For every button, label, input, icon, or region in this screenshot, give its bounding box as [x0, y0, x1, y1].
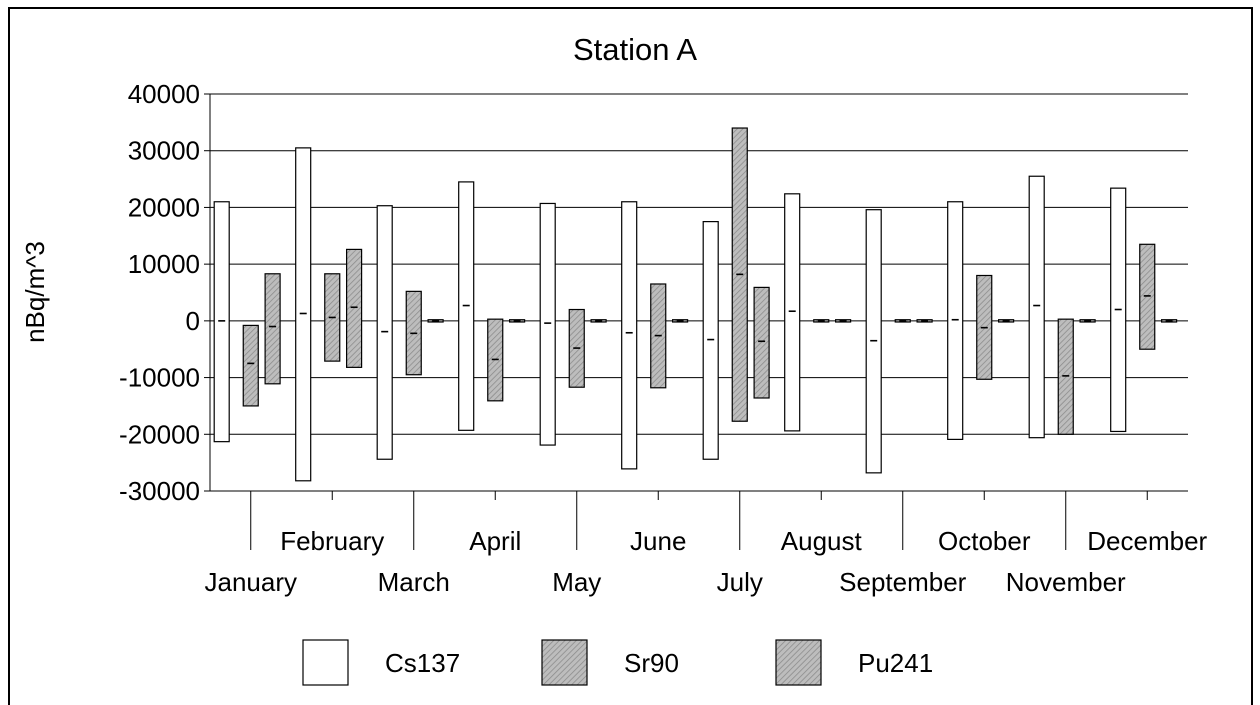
x-tick-label: September: [839, 567, 967, 597]
range-bar-cs137: [295, 147, 312, 482]
x-axis: January February March April May June July Augu…: [205, 491, 1208, 597]
x-tick-label: February: [280, 526, 384, 556]
y-tick-label: 0: [186, 306, 200, 336]
x-tick-label: April: [469, 526, 521, 556]
x-tick-label: January: [205, 567, 298, 597]
range-bar-sr90: [242, 324, 259, 407]
chart-title: Station A: [573, 32, 697, 67]
legend-label: Pu241: [858, 648, 933, 678]
x-tick-label: May: [552, 567, 601, 597]
legend-label: Cs137: [385, 648, 460, 678]
range-bar-pu241: [753, 286, 770, 399]
range-bar-cs137: [621, 201, 638, 470]
chart-frame: [8, 7, 1253, 705]
legend-label: Sr90: [624, 648, 679, 678]
range-bar-cs137: [1028, 175, 1045, 439]
legend-swatch-cs137: [302, 639, 349, 686]
x-tick-label: August: [781, 526, 863, 556]
range-bar-sr90: [1139, 243, 1156, 350]
range-bar-pu241: [346, 248, 363, 368]
y-axis-ticks: 40000 30000 20000 10000 0 -10000 -20000 -30000: [119, 79, 210, 506]
y-tick-label: -30000: [119, 476, 200, 506]
range-bar-cs137: [947, 201, 964, 440]
bars: [213, 127, 1178, 482]
legend-swatch-pu241: [775, 639, 822, 686]
range-bar-pu241: [264, 273, 281, 385]
x-tick-label: October: [938, 526, 1031, 556]
y-tick-label: -10000: [119, 363, 200, 393]
range-bar-cs137: [376, 205, 393, 460]
x-tick-label: June: [630, 526, 686, 556]
legend: Cs137 Sr90 Pu241: [302, 639, 933, 686]
legend-swatch-sr90: [541, 639, 588, 686]
x-tick-label: July: [717, 567, 763, 597]
y-tick-label: 30000: [128, 136, 200, 166]
x-tick-label: December: [1087, 526, 1207, 556]
range-bar-cs137: [702, 221, 719, 460]
x-tick-label: March: [378, 567, 450, 597]
range-bar-sr90: [1057, 318, 1074, 435]
y-tick-label: -20000: [119, 419, 200, 449]
gridlines: [209, 93, 1188, 492]
range-bar-cs137: [539, 202, 556, 446]
y-tick-label: 20000: [128, 192, 200, 222]
y-axis-label: nBq/m^3: [20, 241, 50, 343]
range-bar-cs137: [784, 193, 801, 432]
y-tick-label: 10000: [128, 249, 200, 279]
range-bar-cs137: [213, 201, 230, 443]
y-tick-label: 40000: [128, 79, 200, 109]
x-tick-label: November: [1006, 567, 1126, 597]
